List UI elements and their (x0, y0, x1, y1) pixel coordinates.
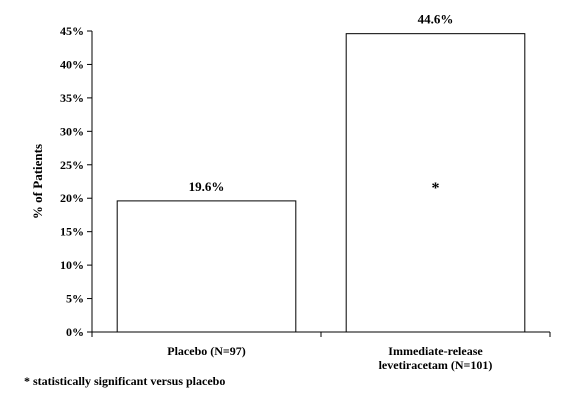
y-tick-label: 45% (60, 24, 84, 38)
x-category-label: levetiracetam (N=101) (379, 358, 493, 372)
y-tick-label: 5% (66, 292, 84, 306)
y-tick-label: 30% (60, 124, 84, 138)
significance-marker: * (432, 180, 440, 197)
x-category-label: Immediate-release (388, 344, 483, 358)
y-tick-label: 0% (66, 325, 84, 339)
x-category-label: Placebo (N=97) (167, 344, 246, 358)
chart-axes: 0% 5% 10% 15% 20% 25% 30% 35% 40% 45% Placebo (N=9… (60, 24, 551, 372)
y-tick-label: 25% (60, 158, 84, 172)
chart-bars: 19.6% 44.6% * (116, 12, 526, 333)
y-tick-label: 15% (60, 225, 84, 239)
y-tick-label: 35% (60, 91, 84, 105)
y-tick-label: 10% (60, 258, 84, 272)
y-tick-label: 20% (60, 191, 84, 205)
footnote: * statistically significant versus place… (24, 374, 226, 388)
data-label: 19.6% (189, 179, 225, 194)
y-axis-label: % of Patients (30, 144, 45, 219)
y-tick-label: 40% (60, 57, 84, 71)
bar (345, 33, 526, 333)
data-label: 44.6% (418, 12, 454, 27)
bar (116, 200, 297, 333)
